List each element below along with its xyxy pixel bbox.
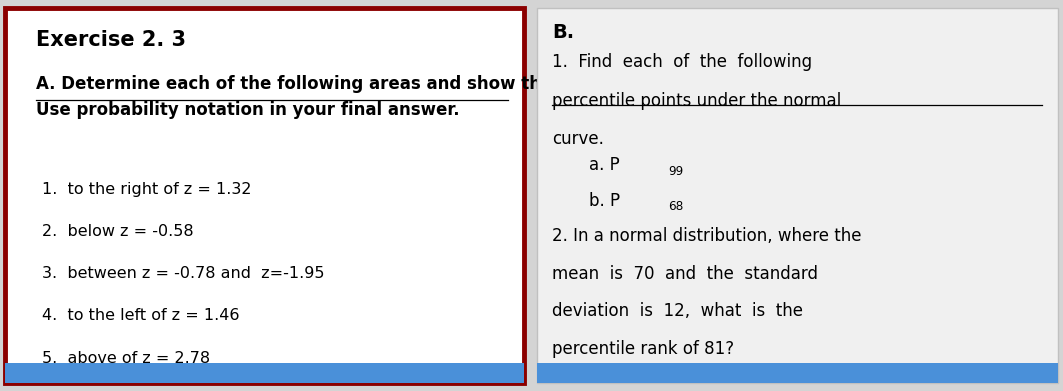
Bar	[537, 362, 1058, 383]
FancyBboxPatch shape	[5, 8, 524, 383]
Text: a. P: a. P	[589, 156, 620, 174]
Text: b. P: b. P	[589, 192, 620, 210]
Text: curve.: curve.	[553, 130, 605, 148]
Text: 2. In a normal distribution, where the: 2. In a normal distribution, where the	[553, 228, 862, 246]
Text: Exercise 2. 3: Exercise 2. 3	[36, 30, 186, 50]
Text: percentile points under the normal: percentile points under the normal	[553, 92, 842, 110]
Text: percentile rank of 81?: percentile rank of 81?	[553, 340, 735, 358]
Text: 2.  below z = -0.58: 2. below z = -0.58	[41, 224, 193, 239]
Text: 3.  between z = -0.78 and  z=-1.95: 3. between z = -0.78 and z=-1.95	[41, 266, 324, 282]
Text: B.: B.	[553, 23, 575, 42]
Bar	[5, 362, 524, 383]
Text: 99: 99	[668, 165, 684, 178]
Text: deviation  is  12,  what  is  the: deviation is 12, what is the	[553, 303, 804, 321]
Text: 5.  above of z = 2.78: 5. above of z = 2.78	[41, 350, 209, 366]
Text: A. Determine each of the following areas and show these graphically.
Use probabi: A. Determine each of the following areas…	[36, 75, 689, 119]
Text: 1.  to the right of z = 1.32: 1. to the right of z = 1.32	[41, 182, 251, 197]
Text: 1.  Find  each  of  the  following: 1. Find each of the following	[553, 53, 812, 71]
Text: 4.  to the left of z = 1.46: 4. to the left of z = 1.46	[41, 308, 239, 323]
FancyBboxPatch shape	[537, 8, 1058, 383]
Text: mean  is  70  and  the  standard: mean is 70 and the standard	[553, 265, 819, 283]
Text: 68: 68	[668, 200, 684, 213]
